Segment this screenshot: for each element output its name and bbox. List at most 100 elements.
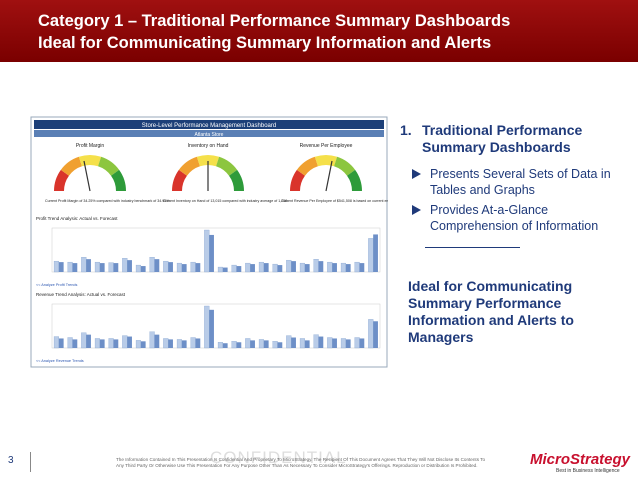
bar-actual — [245, 338, 251, 349]
gauge-segment — [334, 156, 356, 176]
gauge-needle — [83, 160, 91, 192]
bar-forecast — [154, 259, 160, 272]
bar-forecast — [304, 264, 310, 272]
bar-actual — [245, 262, 251, 273]
bar-forecast — [181, 264, 187, 272]
gauge-segment — [314, 155, 338, 167]
gauge-segment — [60, 156, 82, 176]
gauge-label: Profit Margin — [76, 143, 105, 149]
bar-forecast — [263, 340, 269, 348]
footer-rule — [30, 452, 31, 472]
bar-actual — [258, 261, 264, 273]
bar-forecast — [304, 340, 310, 348]
bar-forecast — [86, 259, 91, 272]
bar-actual — [217, 266, 223, 273]
bar-actual — [368, 238, 374, 273]
dashboard-title-bar — [34, 120, 384, 129]
gauge-segment — [229, 169, 244, 191]
bar-actual — [94, 261, 100, 273]
bar-forecast — [250, 340, 255, 348]
chart-title: Profit Trend Analysis: Actual vs. Foreca… — [36, 216, 118, 221]
logo: MicroStrategy — [530, 451, 631, 468]
bar-forecast — [345, 264, 351, 272]
bar-actual — [286, 335, 292, 349]
bar-forecast — [86, 334, 91, 348]
bar-forecast — [195, 338, 201, 348]
bar-forecast — [113, 263, 119, 272]
gauge-label: Inventory on Hand — [188, 143, 229, 149]
bar-forecast — [195, 263, 201, 272]
chart-link: << Analyze Revenue Trends — [36, 359, 84, 363]
store-name: Atlanta Store — [195, 132, 224, 138]
bar-actual — [176, 339, 182, 349]
bullet: Provides At-a-Glance Comprehension of In… — [408, 202, 633, 234]
bar-forecast — [359, 338, 365, 348]
bar-forecast — [373, 321, 378, 348]
gauge-segment — [172, 169, 187, 191]
store-bar — [34, 130, 384, 137]
bar-forecast — [318, 336, 324, 348]
bar-actual — [135, 340, 141, 349]
bar-actual — [368, 319, 374, 349]
chart-link: << Analyze Profit Trends — [36, 283, 77, 287]
bar-forecast — [181, 340, 187, 348]
bar-actual — [204, 229, 210, 273]
gauge-segment — [196, 155, 220, 167]
bar-forecast — [277, 265, 283, 272]
gauge-label: Revenue Per Employee — [300, 143, 353, 149]
bar-actual — [340, 262, 346, 273]
bar-actual — [231, 341, 237, 349]
bar-forecast — [250, 264, 255, 272]
bar-actual — [149, 331, 155, 349]
bullet-list: Presents Several Sets of Data in Tables … — [408, 166, 633, 234]
bar-forecast — [318, 261, 324, 272]
bar-actual — [135, 264, 141, 273]
list-number: 1. — [400, 122, 412, 138]
bar-forecast — [168, 262, 173, 272]
bar-actual — [190, 261, 196, 273]
disclaimer: The Information Contained In This Presen… — [116, 457, 486, 468]
bar-forecast — [72, 339, 78, 348]
gauge-segment — [216, 156, 238, 176]
bar-actual — [204, 305, 210, 349]
bar-forecast — [236, 342, 242, 348]
gauge-segment — [54, 169, 69, 191]
bar-actual — [354, 337, 360, 349]
bar-actual — [163, 338, 169, 349]
bar-actual — [163, 260, 169, 273]
bar-actual — [313, 334, 319, 349]
title: Category 1 – Traditional Performance Sum… — [38, 12, 511, 30]
bar-actual — [149, 257, 155, 273]
bar-actual — [81, 257, 87, 273]
chart-title: Revenue Trend Analysis: Actual vs. Forec… — [36, 292, 126, 297]
bar-actual — [122, 258, 128, 273]
bar-actual — [67, 337, 73, 349]
bar-forecast — [291, 337, 296, 348]
gauge-segment — [178, 156, 200, 176]
bar-actual — [122, 335, 128, 349]
bar-forecast — [209, 309, 214, 348]
bar-forecast — [291, 261, 296, 272]
bar-forecast — [168, 339, 173, 348]
bar-actual — [67, 261, 73, 273]
bar-forecast — [140, 341, 146, 348]
gauge-note: Current Revenue Per Employee of $541,508… — [281, 199, 388, 203]
tagline: Best in Business Intelligence — [556, 468, 620, 474]
bar-actual — [327, 337, 333, 349]
bar-actual — [340, 338, 346, 349]
bar-forecast — [222, 343, 228, 348]
bar-forecast — [332, 263, 337, 272]
bar-forecast — [332, 338, 337, 348]
bullet: Presents Several Sets of Data in Tables … — [408, 166, 633, 198]
page-number: 3 — [8, 455, 14, 466]
bar-actual — [53, 336, 59, 349]
gauge-segment — [111, 169, 126, 191]
gauge-segment — [290, 169, 305, 191]
bar-forecast — [99, 339, 105, 348]
divider — [425, 247, 520, 248]
dashboard: Store-Level Performance Management Dashb… — [30, 116, 388, 368]
gauge-segment — [98, 156, 120, 176]
chart-area — [51, 227, 381, 273]
chart-area — [51, 303, 381, 349]
